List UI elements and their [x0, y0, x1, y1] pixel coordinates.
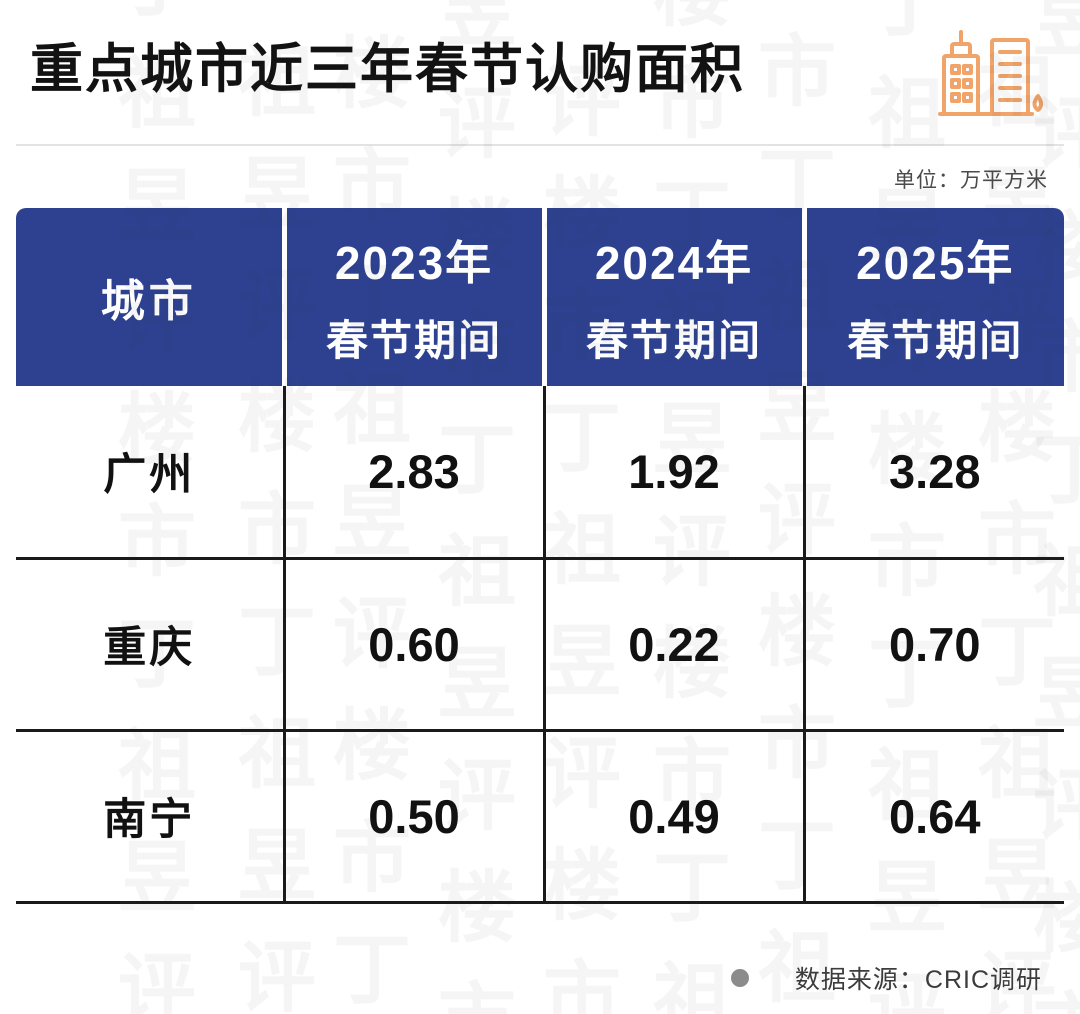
city-cell: 重庆: [16, 558, 284, 732]
value-cell: 0.50: [282, 730, 544, 904]
period-label: 春节期间: [847, 316, 1024, 364]
column-header-2023: 2023年 春节期间: [281, 208, 544, 386]
page-title: 重点城市近三年春节认购面积: [30, 40, 745, 99]
divider: [16, 144, 1064, 146]
table-row-chongqing: 重庆 0.60 0.22 0.70: [16, 558, 1064, 732]
value-cell: 0.49: [542, 730, 804, 904]
unit-label: 单位：万平方米: [894, 169, 1048, 192]
year-label: 2023年: [334, 236, 494, 289]
year-label: 2025年: [856, 236, 1015, 289]
city-cell: 南宁: [16, 730, 284, 904]
period-label: 春节期间: [585, 316, 762, 364]
column-header-city: 城市: [16, 208, 284, 386]
value-cell: 0.22: [542, 558, 804, 732]
value-cell: 2.83: [282, 386, 544, 560]
value-cell: 0.60: [282, 558, 544, 732]
source-label: 数据来源：CRIC调研: [794, 965, 1042, 994]
value-cell: 0.70: [802, 558, 1064, 732]
footer-bar: 数据来源：CRIC调研: [16, 904, 1064, 996]
value-cell: 1.92: [542, 386, 804, 560]
period-label: 春节期间: [325, 316, 502, 364]
table-row-guangzhou: 广州 2.83 1.92 3.28: [16, 386, 1064, 560]
header-bar: 重点城市近三年春节认购面积: [16, 0, 1064, 122]
year-label: 2024年: [594, 236, 754, 289]
city-cell: 广州: [16, 386, 284, 560]
column-header-2025: 2025年 春节期间: [801, 208, 1064, 386]
data-table: 城市 2023年 春节期间 2024年 春节期间 2025年 春节期间 广州 2…: [16, 208, 1064, 904]
value-cell: 0.64: [802, 730, 1064, 904]
bullet-dot-icon: [730, 968, 749, 987]
column-header-2024: 2024年 春节期间: [541, 208, 804, 386]
table-header: 城市 2023年 春节期间 2024年 春节期间 2025年 春节期间: [16, 208, 1064, 386]
value-cell: 3.28: [802, 386, 1064, 560]
buildings-icon: [938, 30, 1043, 116]
table-row-nanning: 南宁 0.50 0.49 0.64: [16, 730, 1064, 904]
